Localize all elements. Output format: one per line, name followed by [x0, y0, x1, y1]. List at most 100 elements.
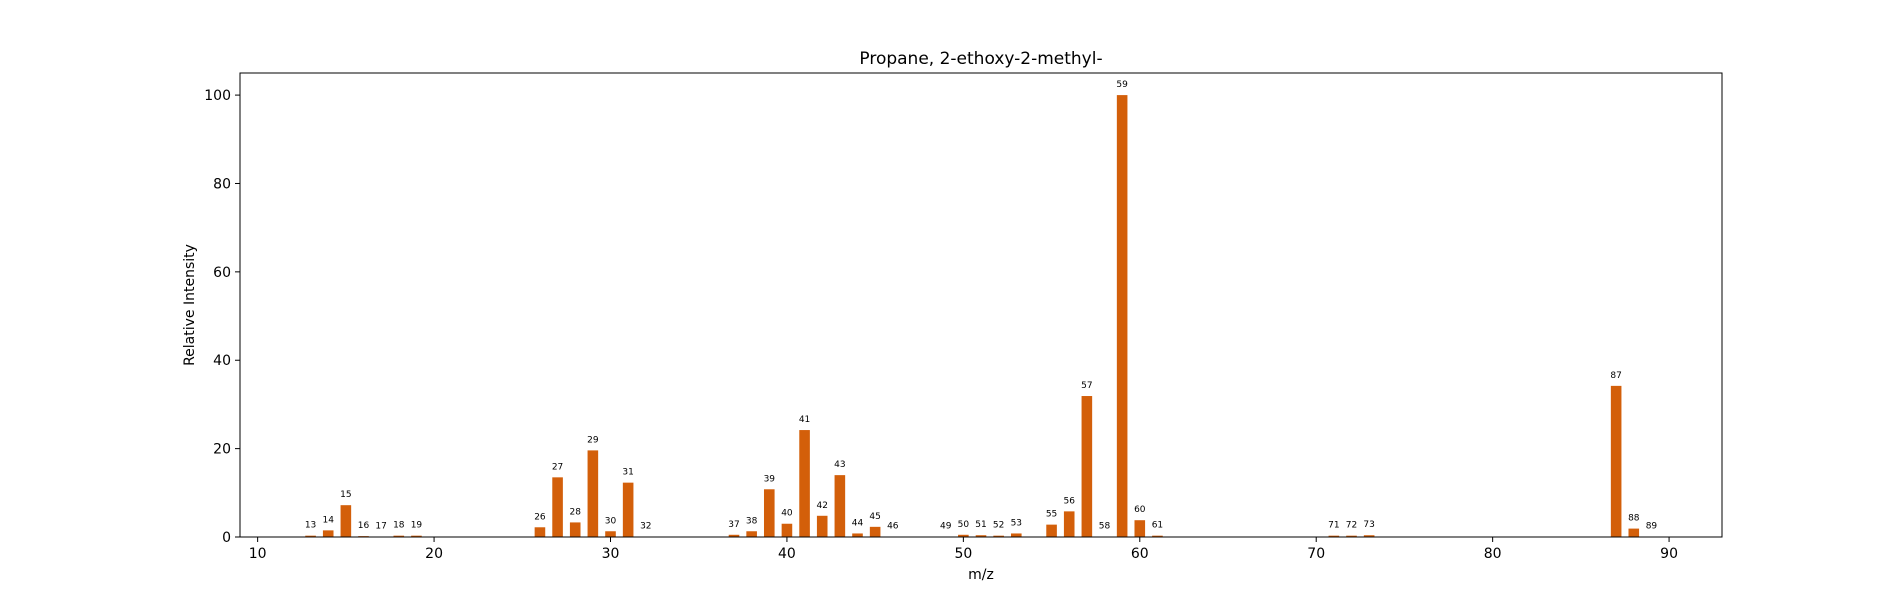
- bar-label-mz-51: 51: [975, 520, 986, 530]
- bar-mz-52: [993, 535, 1004, 537]
- bar-mz-38: [746, 531, 757, 537]
- bar-mz-55: [1046, 524, 1057, 537]
- bar-mz-87: [1610, 385, 1622, 537]
- bar-mz-50: [958, 534, 969, 537]
- bar-label-mz-19: 19: [411, 521, 423, 531]
- bar-label-mz-60: 60: [1134, 505, 1146, 515]
- y-tick-label: 0: [222, 530, 231, 546]
- bar-label-mz-39: 39: [764, 474, 776, 484]
- bar-mz-71: [1328, 535, 1340, 537]
- y-tick-label: 20: [213, 442, 231, 458]
- y-tick-label: 40: [213, 353, 231, 369]
- bar-mz-61: [1152, 535, 1163, 537]
- plot-area-frame: [239, 72, 1723, 538]
- bar-mz-45: [869, 526, 881, 537]
- bar-label-mz-41: 41: [799, 415, 810, 425]
- bar-mz-51: [975, 535, 987, 537]
- y-tick-label: 60: [213, 265, 231, 281]
- bar-label-mz-89: 89: [1646, 522, 1658, 532]
- bar-mz-29: [587, 450, 599, 537]
- bar-label-mz-46: 46: [887, 522, 899, 532]
- bar-label-mz-49: 49: [940, 522, 952, 532]
- bar-mz-59: [1116, 95, 1128, 537]
- bar-label-mz-44: 44: [852, 518, 864, 528]
- bar-mz-39: [763, 489, 775, 537]
- bar-label-mz-53: 53: [1011, 518, 1022, 528]
- bar-label-mz-87: 87: [1610, 371, 1621, 381]
- bar-mz-88: [1628, 528, 1640, 537]
- bar-labels-layer: 13 14 15 16 17 18 19 26 27 28 29 30 31 32 37 38 39 40 41 42…: [305, 80, 1658, 531]
- bar-label-mz-28: 28: [569, 507, 581, 517]
- x-tick-label: 70: [1307, 546, 1325, 562]
- bar-label-mz-18: 18: [393, 521, 405, 531]
- bar-label-mz-38: 38: [746, 516, 758, 526]
- bars-layer: [305, 95, 1657, 537]
- bar-label-mz-56: 56: [1063, 496, 1075, 506]
- bar-label-mz-16: 16: [358, 521, 370, 531]
- bar-label-mz-61: 61: [1152, 521, 1163, 531]
- bar-mz-37: [728, 534, 740, 537]
- x-tick-label: 40: [778, 546, 796, 562]
- bar-label-mz-27: 27: [552, 462, 563, 472]
- bar-mz-26: [534, 527, 546, 537]
- bar-label-mz-32: 32: [640, 522, 651, 532]
- bar-label-mz-15: 15: [340, 490, 351, 500]
- x-axis-label: m/z: [968, 567, 994, 583]
- bar-mz-60: [1134, 520, 1146, 537]
- bar-mz-40: [781, 523, 793, 537]
- bar-label-mz-55: 55: [1046, 510, 1057, 520]
- bar-label-mz-88: 88: [1628, 514, 1640, 524]
- bar-label-mz-50: 50: [958, 520, 970, 530]
- bar-mz-30: [605, 531, 616, 537]
- x-tick-label: 50: [954, 546, 972, 562]
- bar-label-mz-59: 59: [1116, 80, 1128, 90]
- chart-title: Propane, 2-ethoxy-2-methyl-: [859, 49, 1102, 69]
- bar-mz-15: [340, 505, 352, 537]
- x-tick-label: 90: [1660, 546, 1678, 562]
- bar-mz-31: [622, 482, 634, 537]
- bar-mz-73: [1363, 535, 1375, 537]
- bar-mz-19: [411, 535, 422, 537]
- bar-label-mz-31: 31: [622, 468, 633, 478]
- x-tick-label: 30: [602, 546, 620, 562]
- bar-label-mz-71: 71: [1328, 521, 1339, 531]
- y-tick-label: 80: [213, 176, 231, 192]
- bar-mz-13: [305, 535, 316, 537]
- bar-mz-43: [834, 475, 846, 537]
- bar-label-mz-29: 29: [587, 435, 599, 445]
- bar-label-mz-17: 17: [375, 522, 386, 532]
- bar-mz-41: [799, 430, 810, 537]
- bar-label-mz-42: 42: [816, 501, 827, 511]
- bar-mz-72: [1346, 535, 1357, 537]
- bar-mz-57: [1081, 396, 1093, 537]
- y-axis-ticks: 0 20 40 60 80 100: [204, 88, 240, 546]
- x-tick-label: 10: [249, 546, 267, 562]
- bar-label-mz-26: 26: [534, 512, 546, 522]
- bar-label-mz-14: 14: [322, 515, 334, 525]
- bar-label-mz-72: 72: [1346, 521, 1357, 531]
- bar-label-mz-30: 30: [605, 516, 617, 526]
- x-axis-ticks: 10 20 30 40 50 60 70 80 90: [249, 537, 1678, 562]
- bar-mz-42: [816, 515, 828, 537]
- bar-label-mz-73: 73: [1363, 520, 1374, 530]
- bar-mz-56: [1063, 511, 1075, 537]
- bar-mz-28: [569, 522, 581, 537]
- x-tick-label: 20: [425, 546, 443, 562]
- bar-label-mz-40: 40: [781, 509, 793, 519]
- bar-label-mz-13: 13: [305, 521, 316, 531]
- y-axis-label: Relative Intensity: [182, 244, 198, 366]
- bar-mz-27: [552, 477, 563, 537]
- bar-label-mz-37: 37: [728, 520, 739, 530]
- bar-label-mz-45: 45: [869, 512, 880, 522]
- bar-mz-44: [852, 533, 863, 537]
- y-tick-label: 100: [204, 88, 231, 104]
- bar-label-mz-57: 57: [1081, 381, 1092, 391]
- bar-label-mz-52: 52: [993, 521, 1004, 531]
- bar-mz-18: [393, 535, 405, 537]
- x-tick-label: 60: [1131, 546, 1149, 562]
- bar-label-mz-43: 43: [834, 460, 845, 470]
- bar-mz-14: [322, 530, 334, 537]
- bar-mz-53: [1010, 533, 1022, 537]
